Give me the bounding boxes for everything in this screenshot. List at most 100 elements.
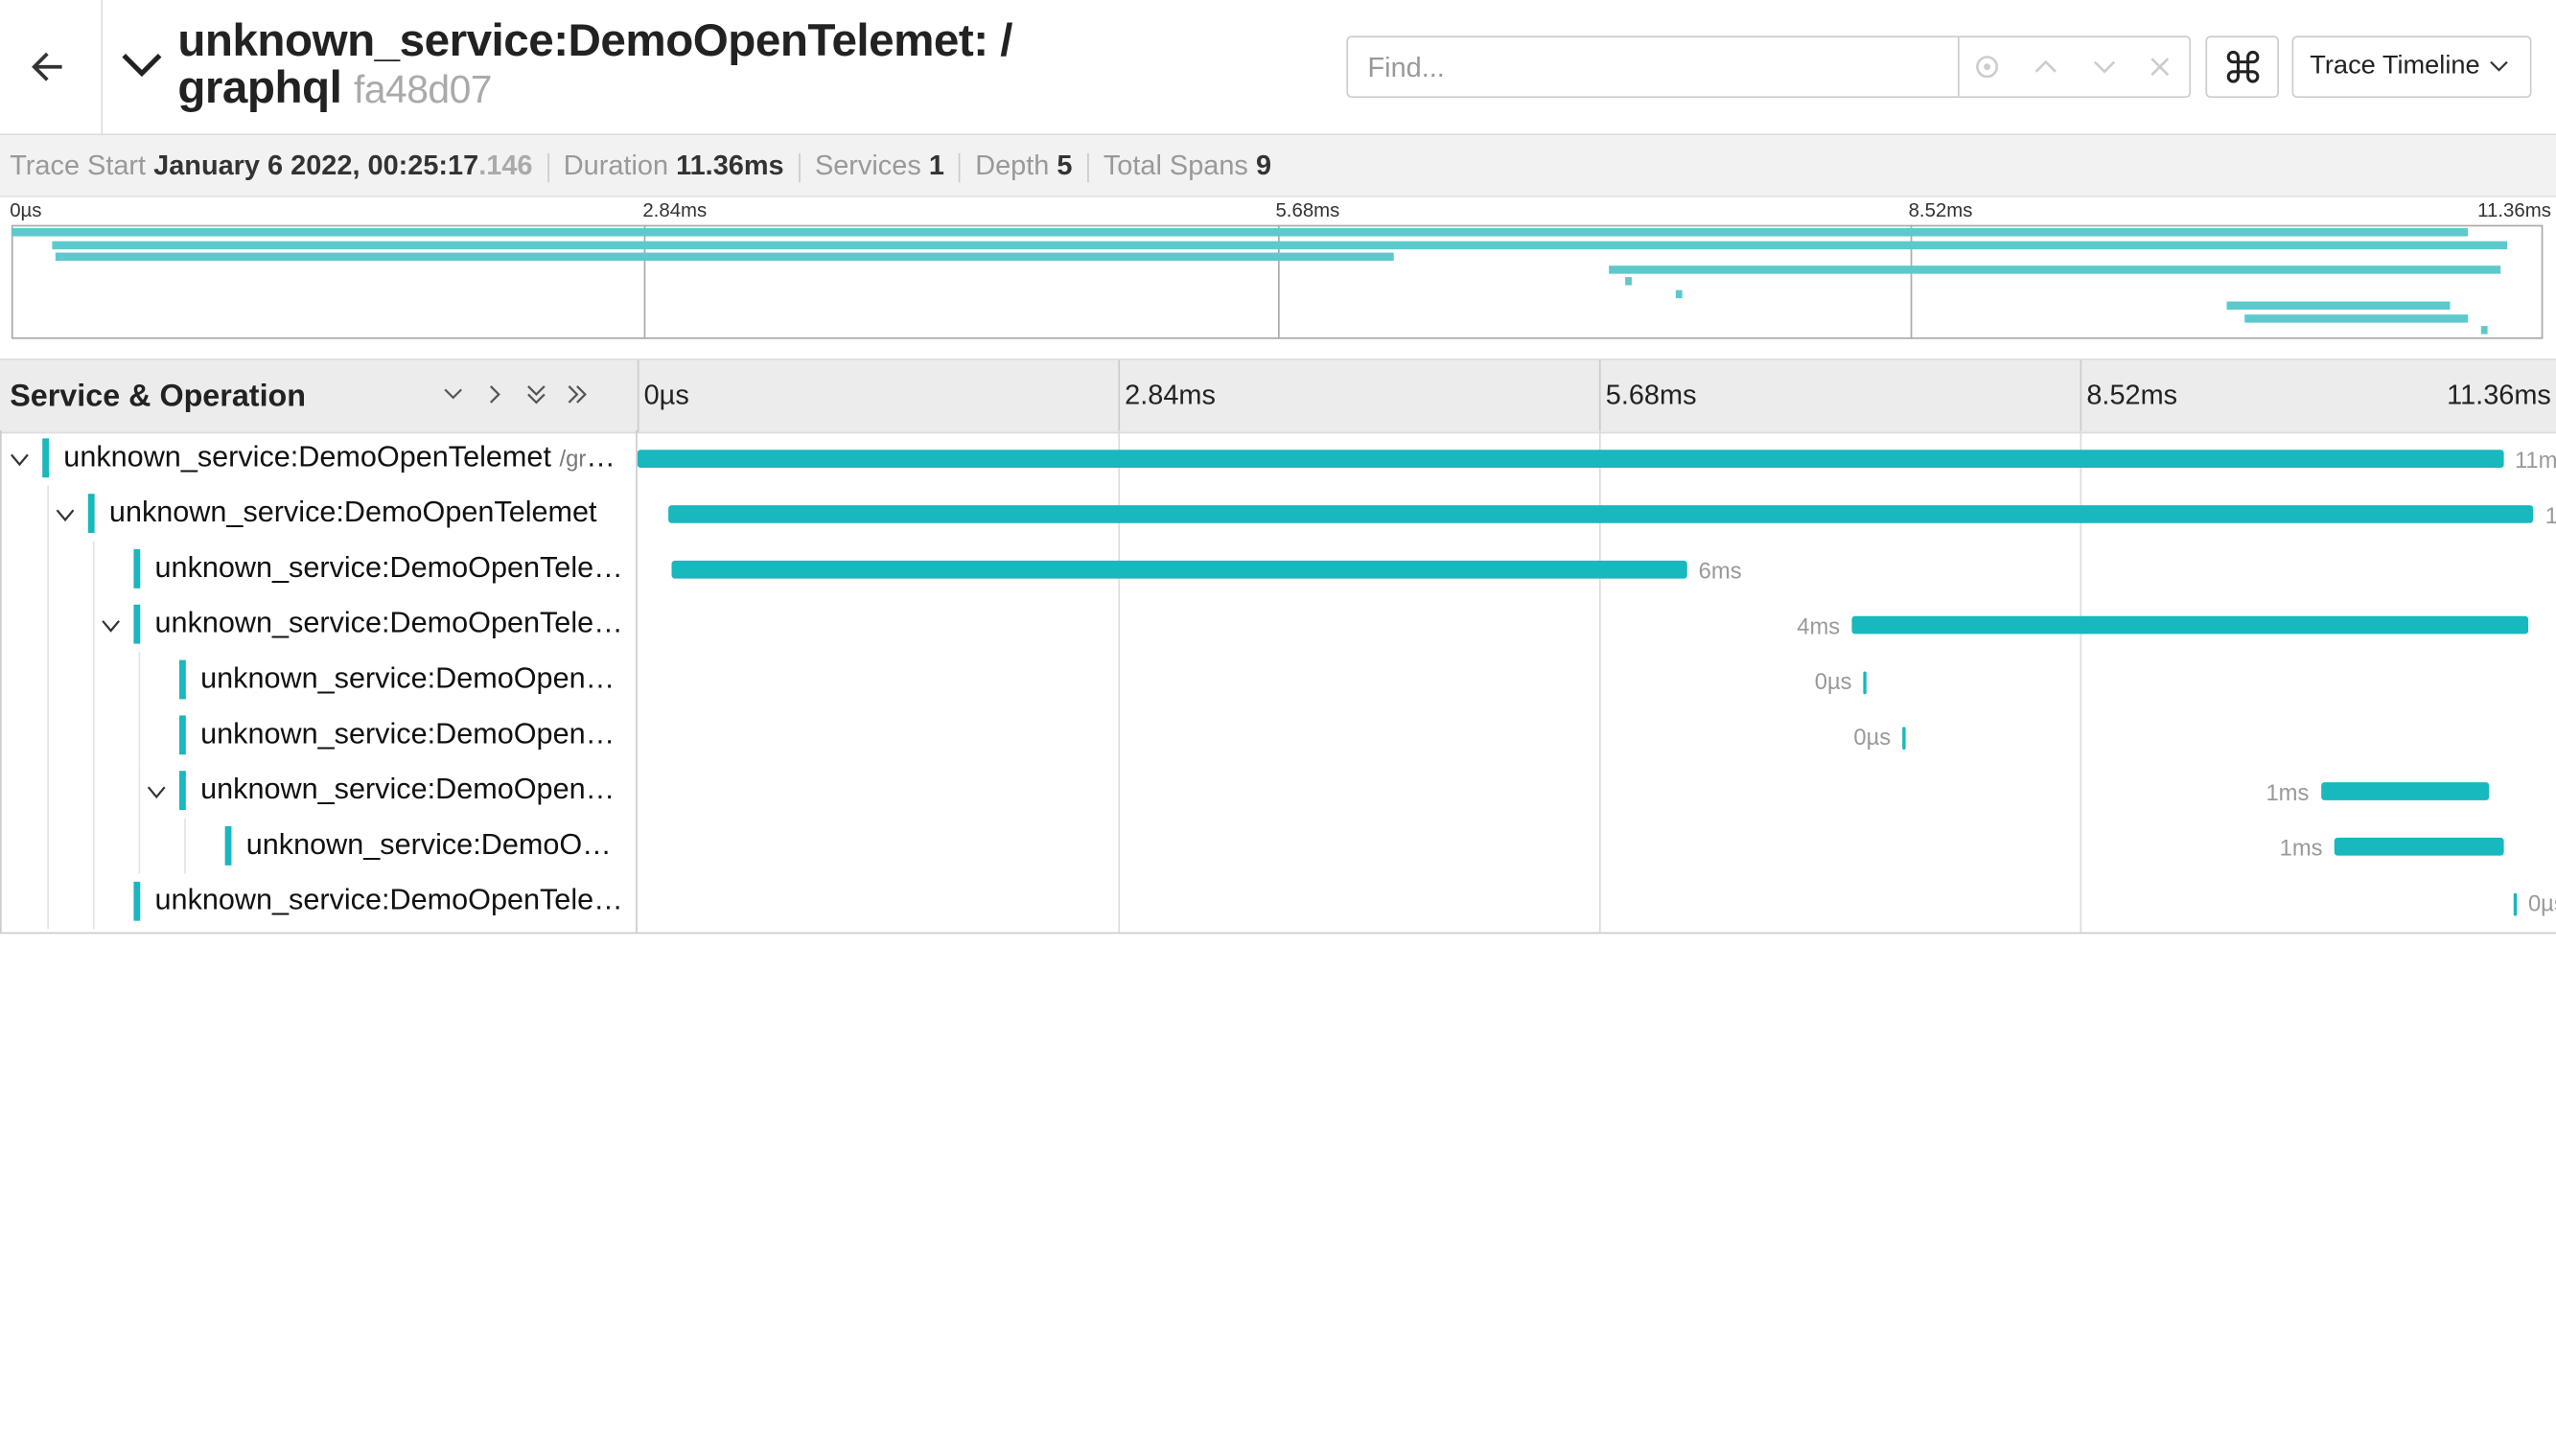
minimap: 0µs 2.84ms 5.68ms 8.52ms 11.36ms bbox=[0, 196, 2556, 345]
tick-line bbox=[1118, 359, 1121, 432]
stat-value: 1 bbox=[928, 150, 944, 181]
service-name: unknown_service:DemoOpenTelemet bbox=[200, 717, 627, 751]
minimap-tick-label: 0µs bbox=[10, 198, 42, 222]
service-name: unknown_service:DemoOpenTelemet bbox=[63, 440, 551, 474]
trace-id: fa48d07 bbox=[354, 68, 492, 113]
minimap-span bbox=[51, 240, 2508, 249]
trace-title: unknown_service:DemoOpenTelemet: / graph… bbox=[177, 16, 1188, 114]
service-color bbox=[179, 771, 186, 811]
duration-label: 0µs bbox=[1853, 723, 1892, 751]
minimap-grid-line bbox=[644, 224, 646, 339]
find-placeholder: Find... bbox=[1367, 52, 1445, 83]
span-label[interactable]: unknown_service:DemoOpenTelemet bbox=[109, 496, 628, 530]
toggle[interactable] bbox=[101, 614, 120, 634]
span-bar[interactable] bbox=[2320, 782, 2490, 800]
toggle[interactable] bbox=[56, 503, 75, 522]
span-label[interactable]: unknown_service:DemoOpenTelemet bbox=[155, 884, 628, 918]
indent-guide bbox=[47, 596, 50, 653]
toggle[interactable] bbox=[147, 780, 166, 799]
find-input[interactable]: Find... bbox=[1346, 35, 2192, 99]
tick-line bbox=[1598, 359, 1601, 432]
separator bbox=[546, 152, 549, 182]
dropdown-icon bbox=[2490, 60, 2508, 72]
span-label[interactable]: unknown_service:DemoOpenTelemet bbox=[155, 606, 628, 640]
indent-guide bbox=[92, 541, 95, 597]
indent-guide bbox=[47, 652, 50, 707]
toggle[interactable] bbox=[10, 449, 29, 468]
duration-label: 0µs bbox=[1814, 668, 1852, 695]
timeline-area: 11ms 11ms 6ms 4ms 0µs 0µs 1ms 1ms 0µs bbox=[637, 429, 2556, 933]
span-label[interactable]: unknown_service:DemoOpenTelemet bbox=[200, 661, 627, 696]
service-name: unknown_service:DemoOpenTelemet bbox=[200, 661, 627, 695]
service-name: unknown_service:DemoOpenTelemet bbox=[108, 495, 597, 528]
stat: Depth 5 bbox=[975, 150, 1072, 180]
minimap-grid-line bbox=[1277, 224, 1279, 339]
duration-label: 1ms bbox=[2279, 834, 2323, 861]
minimap-span bbox=[11, 228, 2468, 237]
span-label[interactable]: unknown_service:DemoOpenTelemet bbox=[246, 828, 628, 863]
span-bar[interactable] bbox=[1902, 727, 1906, 751]
shortcuts-button[interactable] bbox=[2205, 35, 2279, 99]
span-bar[interactable] bbox=[667, 505, 2534, 523]
tick-line bbox=[2080, 359, 2082, 432]
minimap-tick-label: 2.84ms bbox=[642, 198, 708, 222]
minimap-tick-label: 11.36ms bbox=[2477, 198, 2551, 222]
span-label[interactable]: unknown_service:DemoOpenTelemet bbox=[200, 773, 627, 807]
stat-value: 11.36ms bbox=[676, 150, 784, 181]
title-text: unknown_service:DemoOpenTelemet: / graph… bbox=[177, 14, 1013, 113]
header: unknown_service:DemoOpenTelemet: / graph… bbox=[0, 0, 2556, 136]
grid-line bbox=[1598, 429, 1601, 933]
stat: Services 1 bbox=[815, 150, 944, 180]
separator bbox=[959, 152, 961, 182]
stat-label: Trace Start bbox=[10, 150, 147, 181]
duration-label: 0µs bbox=[2527, 890, 2556, 916]
span-bar[interactable] bbox=[637, 450, 2504, 468]
stat-label: Depth bbox=[975, 150, 1050, 181]
span-bar[interactable] bbox=[2334, 837, 2504, 856]
indent-guide bbox=[138, 652, 141, 707]
collapse-icon[interactable] bbox=[121, 49, 163, 81]
duration-label: 11ms bbox=[2514, 446, 2556, 474]
view-select[interactable]: Trace Timeline bbox=[2291, 35, 2532, 99]
stat-label: Services bbox=[814, 150, 921, 181]
x-tick-label: 2.84ms bbox=[1125, 380, 1216, 411]
tick-line bbox=[637, 359, 639, 432]
operation-name: /graphql bbox=[559, 445, 627, 472]
service-name: unknown_service:DemoOpenTelemet bbox=[245, 827, 628, 861]
service-color bbox=[179, 659, 186, 700]
expand-controls[interactable] bbox=[440, 383, 603, 409]
minimap-span bbox=[2226, 301, 2450, 311]
minimap-span bbox=[1624, 277, 1632, 286]
indent-guide bbox=[138, 762, 141, 819]
minimap-span bbox=[1609, 265, 2501, 273]
divider bbox=[1958, 37, 1960, 97]
span-bar[interactable] bbox=[2513, 892, 2518, 916]
x-tick-label: 11.36ms bbox=[2447, 380, 2551, 411]
back-button[interactable] bbox=[0, 0, 104, 134]
trace-stats: Trace Start January 6 2022, 00:25:17.146… bbox=[0, 135, 2556, 197]
minimap-span bbox=[56, 252, 1393, 262]
span-label[interactable]: unknown_service:DemoOpenTelemet bbox=[155, 551, 628, 586]
span-bar[interactable] bbox=[1863, 671, 1867, 695]
stat-suffix: .146 bbox=[478, 150, 533, 181]
service-color bbox=[133, 604, 141, 644]
service-name: unknown_service:DemoOpenTelemet bbox=[154, 606, 628, 639]
span-bar[interactable] bbox=[1851, 615, 2529, 635]
indent-guide bbox=[47, 541, 50, 597]
service-color bbox=[133, 881, 141, 921]
duration-label: 4ms bbox=[1797, 612, 1841, 639]
span-label[interactable]: unknown_service:DemoOpenTelemet /graphql bbox=[63, 440, 627, 474]
indent-guide bbox=[92, 818, 95, 874]
span-bar[interactable] bbox=[671, 560, 1687, 579]
span-label[interactable]: unknown_service:DemoOpenTelemet bbox=[200, 717, 627, 751]
indent-guide bbox=[92, 762, 95, 819]
duration-label: 11ms bbox=[2544, 501, 2556, 528]
stat: Duration 11.36ms bbox=[564, 150, 784, 180]
grid-line bbox=[1118, 429, 1121, 933]
minimap-tick-label: 5.68ms bbox=[1275, 198, 1340, 222]
duration-label: 6ms bbox=[1698, 557, 1742, 584]
stat-label: Total Spans bbox=[1103, 150, 1248, 181]
separator bbox=[798, 152, 801, 182]
left-column bbox=[0, 429, 638, 933]
